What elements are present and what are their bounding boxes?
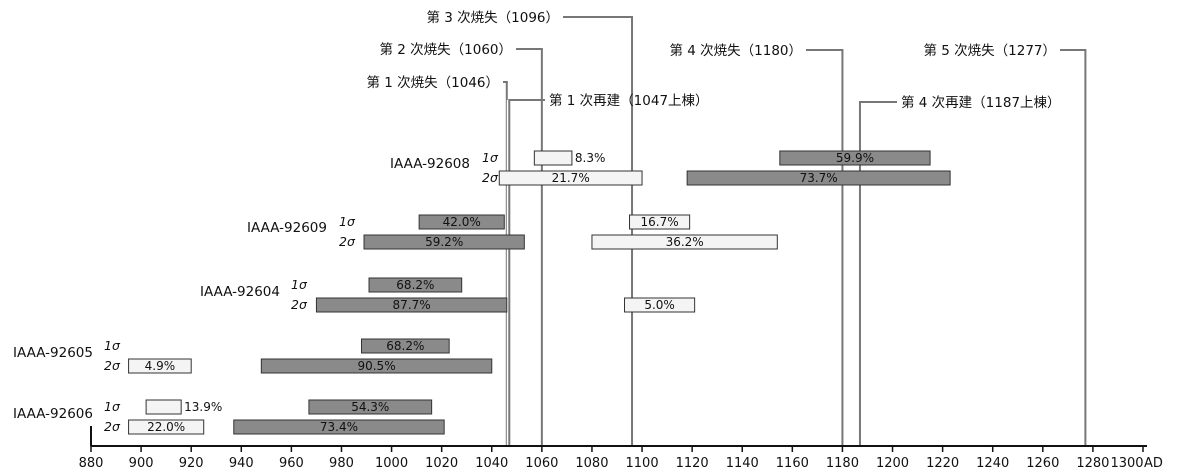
x-tick-label: 1240 xyxy=(976,456,1009,471)
x-tick-label: 1000 xyxy=(375,456,408,471)
event-labels: 第 1 次焼失（1046） 第 2 次焼失（1060） 第 3 次焼失（1096） 第… xyxy=(366,9,1060,111)
x-tick-label: 900 xyxy=(129,456,154,471)
sigma-label: 2σ xyxy=(339,234,356,249)
x-tick-label: 1140 xyxy=(726,456,759,471)
sigma-label: 2σ xyxy=(482,170,499,185)
event-lines xyxy=(503,16,1088,446)
range-percent-label: 8.3% xyxy=(575,151,606,165)
range-bar xyxy=(591,234,778,250)
range-bar xyxy=(260,358,493,374)
range-bar xyxy=(686,170,951,186)
sigma-label: 2σ xyxy=(104,419,121,434)
sample-labels: IAAA-92608 1σ 2σ IAAA-92609 1σ 2σ IAAA-92604 1σ… xyxy=(13,150,499,434)
event-line-1 xyxy=(503,81,510,446)
x-tick-label: 1120 xyxy=(676,456,709,471)
x-tick-label: 1260 xyxy=(1026,456,1059,471)
range-bar xyxy=(145,399,182,415)
range-percent-label: 42.0% xyxy=(443,215,481,229)
event-label-7: 第 5 次焼失（1277） xyxy=(923,42,1056,59)
sigma-label: 2σ xyxy=(104,358,121,373)
x-tick-label: 1180 xyxy=(826,456,859,471)
range-bar xyxy=(128,419,205,435)
x-tick-label: 1020 xyxy=(425,456,458,471)
x-tick-label: 1080 xyxy=(575,456,608,471)
range-percent-label: 5.0% xyxy=(644,298,675,312)
sample-name: IAAA-92604 xyxy=(200,284,280,300)
range-percent-label: 54.3% xyxy=(351,400,389,414)
range-percent-label: 4.9% xyxy=(145,359,176,373)
event-line-2 xyxy=(516,48,545,446)
event-line-7 xyxy=(1060,49,1088,446)
event-label-4: 第 1 次再建（1047上棟） xyxy=(549,92,709,109)
range-bar xyxy=(533,150,573,166)
x-tick-label: 1280 xyxy=(1076,456,1109,471)
x-tick-label: 1220 xyxy=(926,456,959,471)
sigma-label: 2σ xyxy=(291,297,308,312)
x-tick-label: 1060 xyxy=(525,456,558,471)
x-tick-label: 1040 xyxy=(475,456,508,471)
range-bar xyxy=(629,214,691,230)
range-bar xyxy=(779,150,931,166)
x-tick-label: 1160 xyxy=(776,456,809,471)
range-bar xyxy=(308,399,433,415)
range-percent-label: 90.5% xyxy=(357,359,395,373)
range-percent-label: 21.7% xyxy=(552,171,590,185)
range-percent-label: 68.2% xyxy=(386,339,424,353)
event-line-5 xyxy=(806,49,845,446)
range-percent-label: 36.2% xyxy=(666,235,704,249)
range-percent-label: 87.7% xyxy=(393,298,431,312)
x-tick-label: 960 xyxy=(279,456,304,471)
sigma-label: 1σ xyxy=(291,277,308,292)
event-label-3: 第 3 次焼失（1096） xyxy=(426,9,559,26)
range-bar xyxy=(233,419,445,435)
x-tick-label: 980 xyxy=(329,456,354,471)
range-percent-label: 73.7% xyxy=(800,171,838,185)
event-label-5: 第 4 次焼失（1180） xyxy=(669,42,802,59)
range-percent-label: 59.2% xyxy=(425,235,463,249)
range-bar xyxy=(418,214,505,230)
event-label-2: 第 2 次焼失（1060） xyxy=(379,41,512,58)
range-percent-label: 68.2% xyxy=(396,278,434,292)
sample-name: IAAA-92608 xyxy=(390,156,470,172)
sample-name: IAAA-92609 xyxy=(247,220,327,236)
range-percent-label: 73.4% xyxy=(320,420,358,434)
range-bar xyxy=(363,234,525,250)
range-percent-label: 59.9% xyxy=(836,151,874,165)
range-bar xyxy=(624,297,696,313)
x-tick-label: 1300 xyxy=(1110,456,1143,471)
sample-name: IAAA-92605 xyxy=(13,345,93,361)
sample-name: IAAA-92606 xyxy=(13,406,93,422)
x-tick-label: 1200 xyxy=(876,456,909,471)
range-bar xyxy=(498,170,643,186)
event-line-4 xyxy=(506,99,545,446)
event-line-3 xyxy=(563,16,635,446)
x-tick-label: 940 xyxy=(229,456,254,471)
event-label-6: 第 4 次再建（1187上棟） xyxy=(901,94,1061,111)
sigma-label: 1σ xyxy=(104,399,121,414)
range-bar xyxy=(128,358,192,374)
range-bar xyxy=(315,297,508,313)
sigma-label: 1σ xyxy=(104,338,121,353)
sigma-label: 1σ xyxy=(482,150,499,165)
range-bar xyxy=(361,338,450,354)
range-percent-label: 22.0% xyxy=(147,420,185,434)
x-tick-label: 880 xyxy=(79,456,104,471)
range-percent-label: 16.7% xyxy=(641,215,679,229)
event-label-1: 第 1 次焼失（1046） xyxy=(366,74,499,91)
range-bars: 8.3% 59.9% 21.7% 73.7% 42.0% 16.7% 59.2% 36.2% 6… xyxy=(128,150,951,435)
x-axis: 880 900 920 940 960 980 1000 1020 1040 1060 1080 11… xyxy=(79,426,1163,471)
range-percent-label: 13.9% xyxy=(184,400,222,414)
sigma-label: 1σ xyxy=(339,214,356,229)
x-tick-label: 920 xyxy=(179,456,204,471)
range-bar xyxy=(368,277,463,293)
x-tick-label: 1100 xyxy=(626,456,659,471)
x-unit-label: AD xyxy=(1144,456,1163,471)
